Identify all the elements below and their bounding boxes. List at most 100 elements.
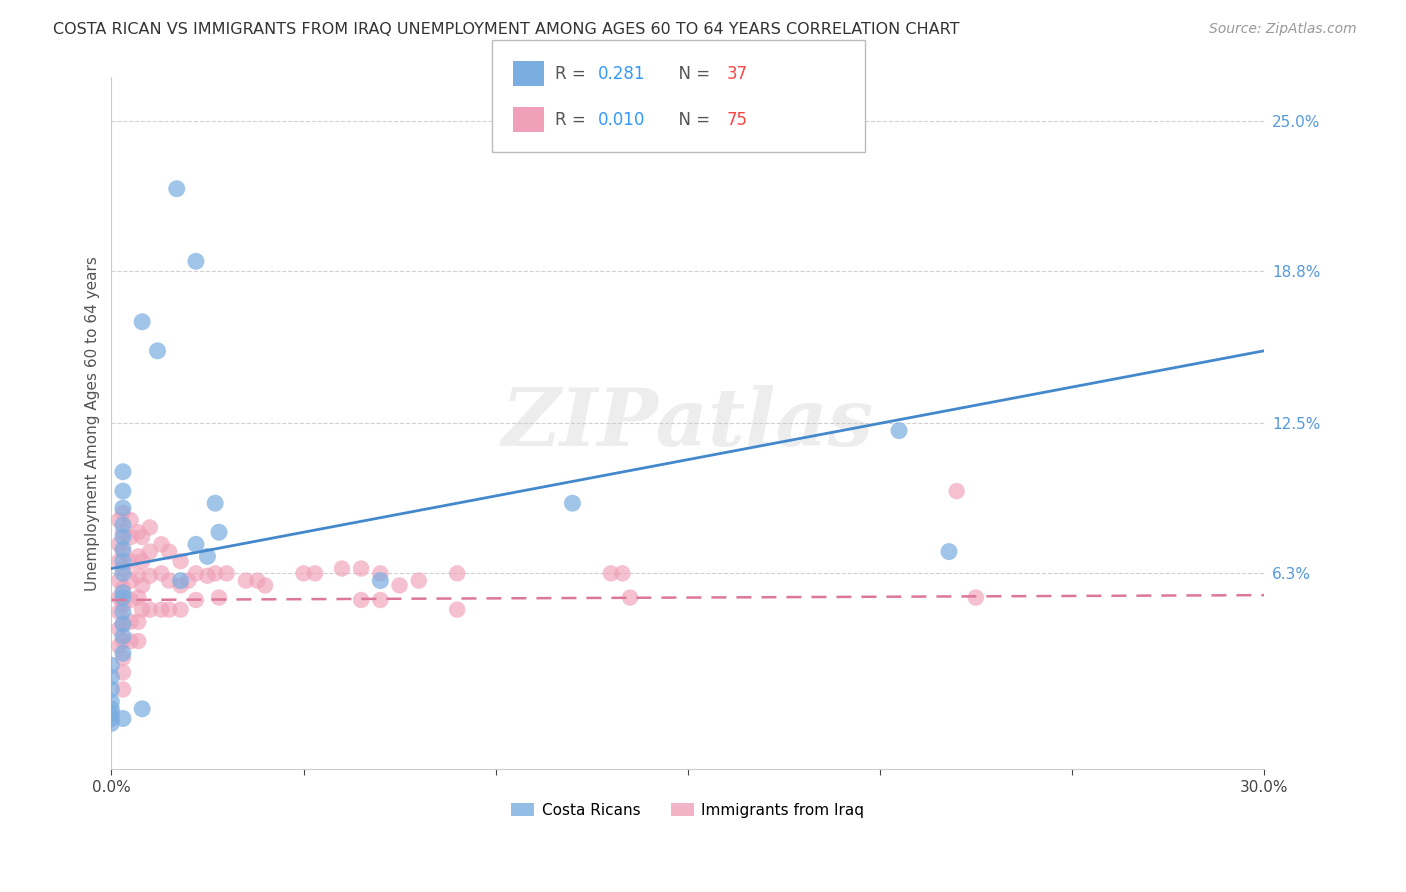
- Point: [111, 646, 134, 660]
- Point: [100, 711, 122, 725]
- Point: [446, 602, 468, 616]
- Point: [330, 561, 353, 575]
- Point: [350, 593, 373, 607]
- Point: [111, 501, 134, 516]
- Point: [108, 639, 131, 653]
- Point: [166, 182, 188, 196]
- Point: [965, 591, 987, 605]
- Point: [127, 634, 149, 648]
- Point: [111, 585, 134, 599]
- Point: [100, 706, 122, 721]
- Point: [111, 484, 134, 499]
- Point: [111, 665, 134, 680]
- Point: [131, 578, 153, 592]
- Point: [139, 544, 162, 558]
- Point: [108, 513, 131, 527]
- Point: [111, 629, 134, 643]
- Point: [157, 544, 180, 558]
- Point: [204, 566, 226, 581]
- Point: [184, 593, 207, 607]
- Point: [108, 622, 131, 636]
- Point: [169, 578, 191, 592]
- Point: [100, 716, 122, 731]
- Point: [184, 537, 207, 551]
- Point: [146, 343, 169, 358]
- Point: [197, 568, 219, 582]
- Point: [111, 465, 134, 479]
- Point: [111, 711, 134, 725]
- Point: [111, 591, 134, 605]
- Text: N =: N =: [668, 111, 716, 128]
- Point: [370, 574, 392, 588]
- Point: [108, 591, 131, 605]
- Point: [131, 602, 153, 616]
- Point: [108, 537, 131, 551]
- Point: [169, 554, 191, 568]
- Point: [131, 530, 153, 544]
- Point: [619, 591, 641, 605]
- Point: [127, 568, 149, 582]
- Point: [208, 591, 231, 605]
- Point: [945, 484, 967, 499]
- Point: [157, 602, 180, 616]
- Text: ZIPatlas: ZIPatlas: [502, 384, 873, 462]
- Text: 75: 75: [727, 111, 748, 128]
- Text: 0.281: 0.281: [598, 64, 645, 83]
- Point: [612, 566, 634, 581]
- Point: [120, 554, 142, 568]
- Text: COSTA RICAN VS IMMIGRANTS FROM IRAQ UNEMPLOYMENT AMONG AGES 60 TO 64 YEARS CORRE: COSTA RICAN VS IMMIGRANTS FROM IRAQ UNEM…: [53, 22, 960, 37]
- Point: [100, 670, 122, 684]
- Point: [111, 542, 134, 557]
- Point: [197, 549, 219, 564]
- Point: [157, 574, 180, 588]
- Point: [111, 554, 134, 568]
- Point: [446, 566, 468, 581]
- Point: [561, 496, 583, 510]
- Point: [304, 566, 326, 581]
- Y-axis label: Unemployment Among Ages 60 to 64 years: Unemployment Among Ages 60 to 64 years: [86, 256, 100, 591]
- Point: [108, 554, 131, 568]
- Point: [100, 658, 122, 673]
- Point: [111, 544, 134, 558]
- Point: [204, 496, 226, 510]
- Point: [184, 254, 207, 268]
- Point: [111, 634, 134, 648]
- Point: [208, 525, 231, 540]
- Point: [100, 702, 122, 716]
- Point: [177, 574, 200, 588]
- Point: [120, 513, 142, 527]
- Point: [938, 544, 960, 558]
- Point: [139, 520, 162, 534]
- Point: [120, 615, 142, 629]
- Point: [246, 574, 269, 588]
- Point: [370, 593, 392, 607]
- Point: [254, 578, 277, 592]
- Point: [111, 518, 134, 533]
- Text: N =: N =: [668, 64, 716, 83]
- Point: [100, 695, 122, 709]
- Point: [184, 566, 207, 581]
- Point: [120, 530, 142, 544]
- Point: [292, 566, 315, 581]
- Point: [150, 602, 173, 616]
- Point: [111, 566, 134, 581]
- Point: [139, 568, 162, 582]
- Text: 0.010: 0.010: [598, 111, 645, 128]
- Point: [150, 537, 173, 551]
- Point: [169, 574, 191, 588]
- Point: [139, 602, 162, 616]
- Point: [350, 561, 373, 575]
- Point: [127, 591, 149, 605]
- Text: R =: R =: [555, 64, 592, 83]
- Point: [100, 682, 122, 697]
- Text: 37: 37: [727, 64, 748, 83]
- Point: [127, 549, 149, 564]
- Point: [215, 566, 238, 581]
- Point: [127, 525, 149, 540]
- Point: [150, 566, 173, 581]
- Point: [111, 506, 134, 520]
- Point: [111, 617, 134, 632]
- Point: [111, 581, 134, 595]
- Point: [111, 651, 134, 665]
- Text: Source: ZipAtlas.com: Source: ZipAtlas.com: [1209, 22, 1357, 37]
